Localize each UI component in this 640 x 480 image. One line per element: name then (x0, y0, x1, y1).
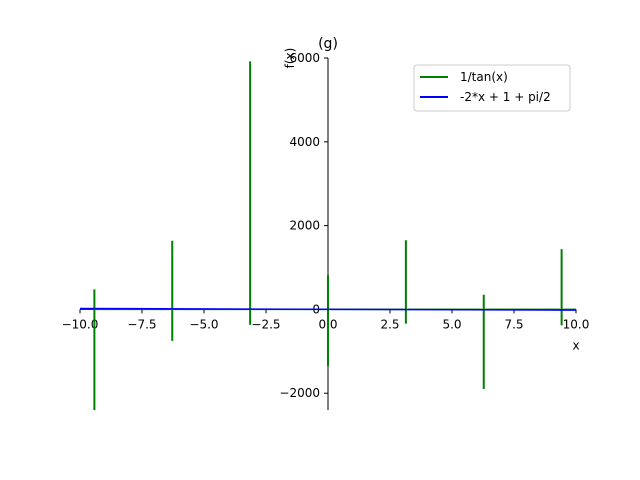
x-axis-label: x (572, 338, 579, 352)
linear-series-line (79, 307, 577, 311)
x-tick-label: −5.0 (189, 317, 218, 331)
x-tick-label: 7.5 (504, 317, 523, 331)
x-tick-label: 2.5 (380, 317, 399, 331)
plot-area (79, 61, 577, 410)
legend-box (413, 64, 571, 112)
legend-label: -2*x + 1 + pi/2 (460, 90, 551, 104)
y-tick-label: 4000 (289, 135, 320, 149)
x-tick-label: −10.0 (62, 317, 99, 331)
x-tick-label: −2.5 (251, 317, 280, 331)
x-tick-label: 10.0 (563, 317, 590, 331)
y-tick-label: 6000 (289, 51, 320, 65)
chart-title: (g) (318, 36, 338, 52)
y-axis-label: f(x) (283, 48, 297, 69)
y-tick-label: −2000 (279, 386, 320, 400)
x-tick-label: −7.5 (127, 317, 156, 331)
legend-label: 1/tan(x) (460, 70, 508, 84)
legend: 1/tan(x) -2*x + 1 + pi/2 (413, 64, 571, 112)
x-tick-label: 5.0 (442, 317, 461, 331)
y-tick-label: 2000 (289, 219, 320, 233)
